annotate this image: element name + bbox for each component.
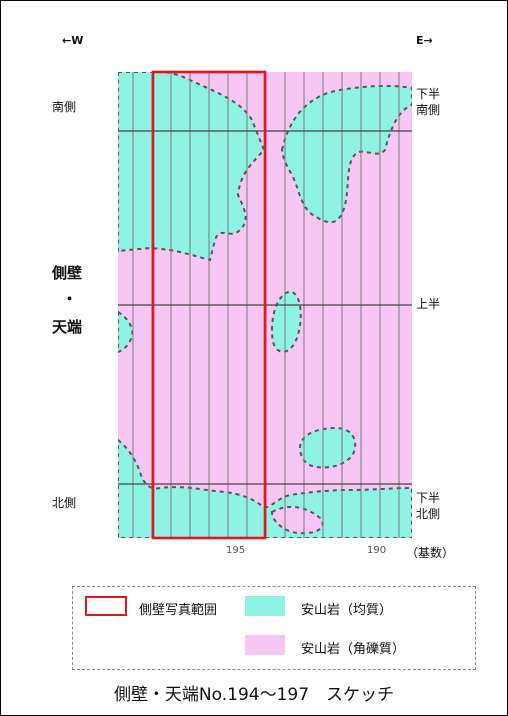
legend-homogeneous-swatch: [245, 596, 285, 616]
legend-homogeneous-label: 安山岩（均質）: [301, 603, 393, 618]
tick-195-label: 195: [226, 545, 246, 556]
lower-half-south-line1: 下半: [416, 87, 441, 101]
figure-caption: 側壁・天端No.194～197 スケッチ: [113, 685, 395, 705]
lower-half-south-line2: 南側: [416, 103, 441, 117]
east-direction-label: E→: [416, 34, 433, 47]
homogeneous-zone-lower-center: [298, 426, 357, 469]
lower-half-north-label: 下半 北側: [416, 490, 440, 522]
lower-half-south-label: 下半 南側: [416, 86, 440, 118]
south-side-label: 南側: [52, 100, 77, 114]
legend: 側壁写真範囲 安山岩（均質） 安山岩（角礫質）: [72, 586, 476, 670]
separator-dot: ・: [62, 290, 78, 308]
homogeneous-zone-north: [118, 438, 412, 538]
legend-breccia-label: 安山岩（角礫質）: [301, 642, 406, 657]
legend-range-box-swatch: [85, 596, 127, 616]
upper-half-label: 上半: [416, 297, 441, 311]
homogeneous-zone-west-edge: [118, 310, 134, 354]
lower-half-north-line2: 北側: [416, 507, 441, 521]
legend-breccia-swatch: [245, 635, 285, 655]
west-direction-label: ←W: [62, 34, 84, 47]
north-side-label: 北側: [52, 496, 77, 510]
tick-190-label: 190: [367, 545, 387, 556]
lower-half-north-line1: 下半: [416, 491, 441, 505]
geologic-sketch: [118, 70, 412, 540]
homogeneous-zone-center: [270, 290, 302, 354]
crown-label: 天端: [52, 318, 83, 336]
legend-range-label: 側壁写真範囲: [139, 603, 218, 618]
sidewall-photo-range-box: [151, 70, 267, 540]
unit-label: （基数）: [406, 546, 455, 560]
sidewall-label: 側壁: [52, 264, 83, 282]
